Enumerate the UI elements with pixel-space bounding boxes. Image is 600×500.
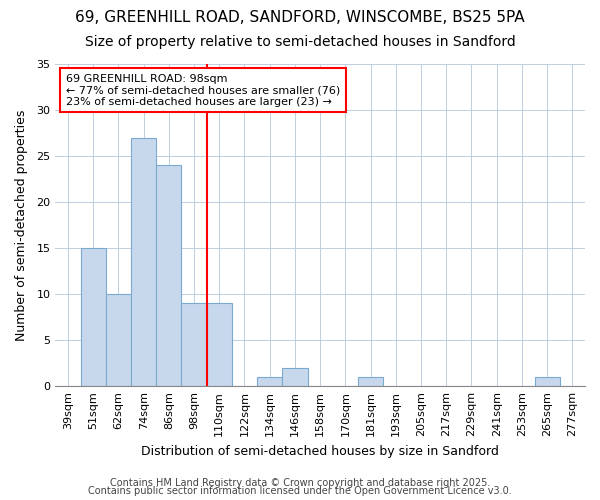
Y-axis label: Number of semi-detached properties: Number of semi-detached properties <box>15 110 28 341</box>
Text: Contains public sector information licensed under the Open Government Licence v3: Contains public sector information licen… <box>88 486 512 496</box>
Text: Contains HM Land Registry data © Crown copyright and database right 2025.: Contains HM Land Registry data © Crown c… <box>110 478 490 488</box>
Bar <box>131 138 156 386</box>
Bar <box>181 304 206 386</box>
Bar <box>206 304 232 386</box>
Text: 69, GREENHILL ROAD, SANDFORD, WINSCOMBE, BS25 5PA: 69, GREENHILL ROAD, SANDFORD, WINSCOMBE,… <box>75 10 525 25</box>
Text: 69 GREENHILL ROAD: 98sqm
← 77% of semi-detached houses are smaller (76)
23% of s: 69 GREENHILL ROAD: 98sqm ← 77% of semi-d… <box>66 74 340 107</box>
Bar <box>156 166 181 386</box>
Bar <box>80 248 106 386</box>
Bar <box>283 368 308 386</box>
X-axis label: Distribution of semi-detached houses by size in Sandford: Distribution of semi-detached houses by … <box>141 444 499 458</box>
Text: Size of property relative to semi-detached houses in Sandford: Size of property relative to semi-detach… <box>85 35 515 49</box>
Bar <box>535 377 560 386</box>
Bar <box>257 377 283 386</box>
Bar <box>358 377 383 386</box>
Bar <box>106 294 131 386</box>
